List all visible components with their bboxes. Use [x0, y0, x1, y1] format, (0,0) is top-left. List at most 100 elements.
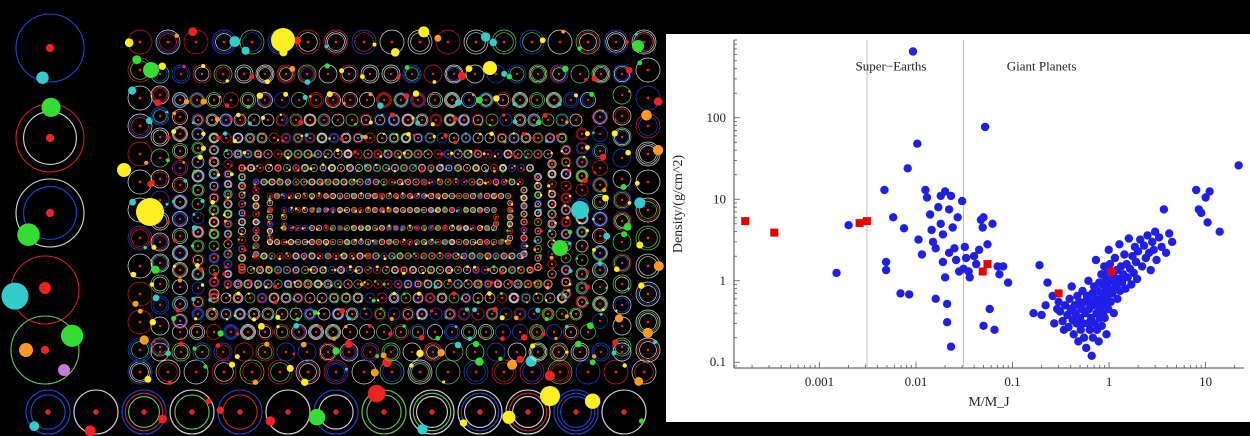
host-star — [420, 312, 424, 316]
planet-dot — [308, 408, 326, 426]
orbit-ring — [638, 228, 658, 248]
planet-dot — [402, 292, 406, 296]
host-star — [443, 208, 447, 212]
host-star — [464, 226, 468, 230]
planet-system — [150, 62, 170, 84]
host-star — [548, 136, 552, 140]
planet-system — [436, 164, 444, 172]
planet-system — [323, 29, 349, 55]
host-star — [486, 152, 490, 156]
orbit-ring — [343, 192, 351, 200]
planet-system — [211, 29, 241, 55]
orbit-ring — [473, 279, 483, 289]
planet-system — [238, 164, 247, 172]
planet-dot — [256, 92, 263, 99]
planet-system — [547, 29, 573, 55]
planet-system — [303, 279, 313, 289]
planet-dot — [356, 180, 359, 183]
planet-system — [634, 197, 661, 223]
planet-system — [420, 178, 428, 186]
orbit-ring — [420, 178, 428, 186]
host-star — [366, 166, 370, 170]
planet-dot — [453, 140, 457, 145]
host-star — [550, 222, 554, 226]
planet-dot — [539, 229, 543, 233]
planet-dot — [524, 250, 527, 253]
planet-dot — [653, 97, 663, 106]
planet-system — [336, 238, 344, 246]
orbit-ring — [445, 309, 455, 319]
planet-system — [612, 64, 633, 84]
orbit-ring — [256, 292, 268, 304]
orbit-ring — [364, 178, 372, 186]
host-star — [522, 228, 526, 232]
planet-dot — [335, 148, 340, 152]
host-star — [248, 296, 252, 300]
orbit-ring — [244, 292, 256, 304]
orbit-ring — [535, 201, 541, 207]
planet-system — [409, 164, 417, 172]
data-point-circle — [1082, 343, 1091, 353]
planet-dot — [302, 206, 305, 210]
host-star — [399, 98, 403, 102]
orbit-ring — [594, 247, 606, 259]
orbit-ring — [211, 359, 237, 385]
orbit-ring — [393, 279, 403, 289]
planet-system — [284, 252, 292, 260]
planet-dot — [266, 215, 269, 219]
host-star — [350, 180, 354, 184]
orbit-ring — [353, 293, 363, 303]
orbit-ring — [485, 113, 499, 127]
data-point-circle — [1065, 294, 1074, 303]
planet-dot — [454, 325, 458, 328]
planet-dot — [568, 194, 572, 198]
host-star — [621, 409, 627, 415]
host-star — [392, 136, 396, 140]
planet-dot — [406, 132, 411, 137]
orbit-ring — [209, 217, 219, 227]
planet-system — [256, 92, 273, 108]
orbit-ring — [346, 308, 358, 320]
host-star — [522, 252, 526, 256]
planet-system — [317, 307, 331, 321]
orbit-ring — [374, 150, 382, 158]
orbit-ring — [334, 280, 342, 288]
orbit-ring — [224, 180, 232, 188]
planet-system — [191, 141, 206, 155]
host-star — [422, 208, 426, 212]
orbit-ring — [501, 179, 507, 185]
host-star — [373, 194, 377, 198]
data-point-circle — [1148, 237, 1157, 247]
orbit-ring — [346, 164, 354, 172]
host-star — [138, 236, 142, 240]
orbit-ring — [389, 133, 399, 143]
orbit-ring — [234, 280, 242, 288]
orbit-ring — [383, 344, 399, 360]
planet-system — [423, 279, 433, 289]
host-star — [178, 115, 182, 119]
host-star — [158, 177, 162, 181]
host-star — [526, 282, 530, 286]
data-point-circle — [1110, 253, 1120, 263]
orbit-ring — [344, 239, 350, 245]
planet-system — [502, 389, 551, 435]
orbit-ring — [560, 168, 572, 180]
host-star — [366, 282, 370, 286]
planet-dot — [428, 271, 431, 275]
data-point-circle — [990, 325, 999, 334]
orbit-ring — [150, 106, 170, 126]
planet-system — [444, 92, 462, 108]
host-star — [196, 146, 200, 150]
data-point-circle — [1058, 316, 1067, 326]
planet-system — [301, 225, 308, 231]
orbit-ring — [594, 111, 606, 123]
orbit-ring — [191, 211, 205, 225]
host-star — [484, 98, 488, 102]
planet-dot — [411, 116, 415, 120]
orbit-ring — [223, 249, 233, 259]
planet-dot — [638, 282, 645, 289]
orbit-ring — [261, 307, 275, 321]
planet-system — [364, 238, 372, 246]
planet-dot — [317, 243, 320, 246]
host-star — [471, 208, 475, 212]
